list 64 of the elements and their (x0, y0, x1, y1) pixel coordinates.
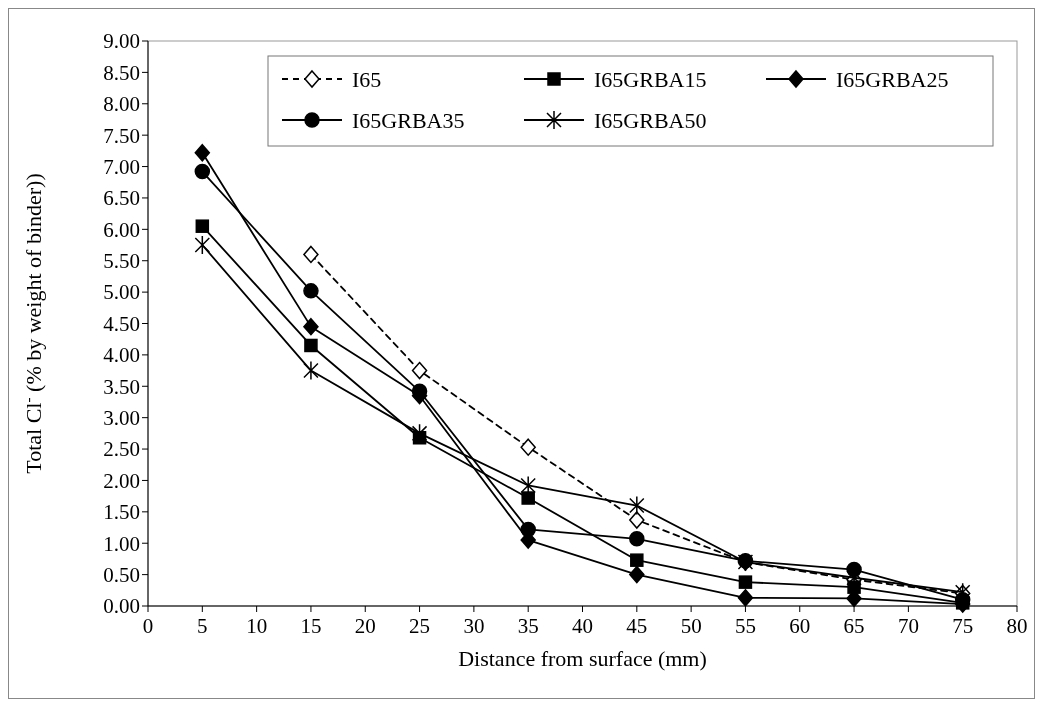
y-tick-label: 8.50 (103, 60, 140, 85)
point (303, 317, 319, 336)
y-tick-label: 0.00 (103, 594, 140, 619)
point (629, 511, 645, 529)
x-tick-label: 40 (572, 614, 593, 638)
legend-label: I65 (352, 66, 382, 92)
legend-label: I65GRBA35 (352, 107, 465, 133)
x-tick-label: 45 (626, 614, 648, 638)
y-tick-label: 4.50 (103, 311, 140, 336)
x-tick-label: 80 (1006, 614, 1028, 638)
x-tick-label: 75 (952, 614, 974, 638)
x-axis-title: Distance from surface (mm) (458, 646, 707, 671)
y-tick-label: 2.50 (103, 437, 140, 462)
point (195, 219, 210, 233)
x-tick-label: 35 (517, 614, 539, 638)
point (304, 338, 318, 353)
legend-label: I65GRBA25 (836, 66, 949, 92)
y-tick-label: 1.50 (103, 500, 140, 525)
point (629, 531, 645, 547)
legend-label: I65GRBA15 (594, 66, 707, 92)
y-tick-label: 5.50 (103, 249, 140, 274)
point (629, 565, 645, 584)
x-tick-label: 30 (463, 614, 485, 638)
point (194, 143, 211, 162)
x-tick-label: 60 (789, 614, 811, 638)
y-tick-label: 8.00 (103, 92, 140, 117)
x-tick-label: 25 (409, 614, 431, 638)
y-tick-label: 6.00 (103, 217, 140, 242)
point (411, 361, 428, 380)
point (411, 423, 428, 444)
x-tick-label: 5 (197, 614, 208, 638)
point (521, 491, 535, 505)
y-tick-label: 6.50 (103, 186, 140, 211)
point (520, 438, 536, 456)
legend-label: I65GRBA50 (594, 107, 707, 133)
x-tick-label: 55 (734, 614, 756, 638)
y-tick-label: 3.00 (103, 406, 140, 431)
point (303, 283, 319, 299)
x-tick-label: 0 (142, 614, 154, 638)
y-tick-label: 4.00 (103, 343, 140, 368)
x-tick-label: 50 (680, 614, 702, 638)
x-tick-label: 20 (354, 614, 376, 638)
y-tick-label: 7.00 (103, 154, 140, 179)
x-tick-label: 70 (897, 614, 919, 638)
x-tick-label: 65 (843, 614, 865, 638)
point (194, 163, 211, 180)
y-tick-label: 1.00 (103, 531, 140, 556)
x-tick-label: 10 (246, 614, 268, 638)
point (194, 235, 211, 255)
point (303, 360, 319, 381)
point (520, 521, 536, 538)
point (738, 575, 753, 589)
point (630, 553, 644, 567)
point (629, 495, 645, 516)
y-tick-label: 0.50 (103, 562, 140, 587)
y-tick-label: 7.50 (103, 123, 140, 148)
y-tick-label: 2.00 (103, 468, 140, 493)
point (737, 589, 754, 607)
y-tick-label: 5.00 (103, 280, 140, 305)
y-tick-label: 3.50 (103, 374, 140, 399)
point (520, 475, 536, 496)
x-tick-label: 15 (300, 614, 322, 638)
y-tick-label: 9.00 (103, 29, 140, 54)
point (303, 245, 319, 264)
